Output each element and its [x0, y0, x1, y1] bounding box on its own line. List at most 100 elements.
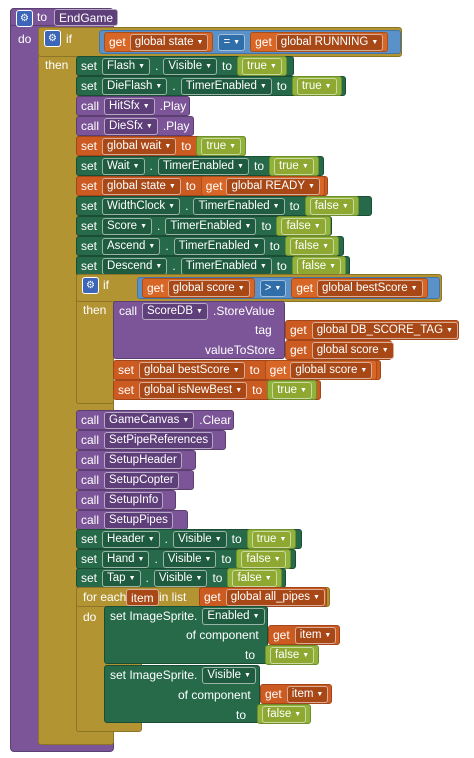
property-dropdown[interactable]: Visible ▼ [153, 569, 208, 587]
boolean-dropdown[interactable]: true ▼ [251, 530, 292, 548]
var-dropdown[interactable]: global RUNNING ▼ [275, 33, 384, 51]
property-dropdown[interactable]: TimerEnabled ▼ [173, 237, 265, 255]
set-ascend-timer[interactable]: set Ascend ▼ . TimerEnabled ▼ to false ▼ [76, 236, 344, 256]
set-flash-visible[interactable]: set Flash ▼ . Visible ▼ to true ▼ [76, 56, 294, 76]
call-setpipereferences[interactable]: call SetPipeReferences [76, 430, 226, 450]
component-dropdown[interactable]: HitSfx ▼ [104, 97, 155, 115]
boolean-dropdown[interactable]: false ▼ [296, 257, 342, 275]
get-all-pipes[interactable]: get global all_pipes ▼ [199, 587, 327, 607]
boolean-block[interactable]: true ▼ [269, 156, 319, 176]
get-running-block[interactable]: get global RUNNING ▼ [250, 32, 389, 52]
procedure-dropdown[interactable]: SetPipeReferences [104, 431, 214, 449]
var-dropdown[interactable]: global bestScore ▼ [316, 279, 423, 297]
var-dropdown[interactable]: global DB_SCORE_TAG ▼ [311, 321, 458, 339]
property-dropdown[interactable]: Visible ▼ [173, 530, 227, 548]
compare-greater-block[interactable]: get global score ▼ > ▼ get global bestScore ▼ [137, 277, 440, 299]
boolean-dropdown[interactable]: false ▼ [232, 569, 277, 587]
set-global-bestscore[interactable]: set global bestScore ▼ to get global score… [113, 360, 381, 380]
set-hand-visible[interactable]: set Hand ▼ . Visible ▼ to false ▼ [76, 549, 296, 569]
boolean-block[interactable]: false ▼ [227, 568, 282, 588]
boolean-dropdown[interactable]: true ▼ [272, 381, 312, 399]
set-global-wait[interactable]: set global wait ▼ to true ▼ [76, 136, 247, 156]
operator-dropdown[interactable]: > ▼ [259, 279, 287, 297]
var-dropdown[interactable]: global bestScore ▼ [139, 361, 245, 379]
boolean-dropdown[interactable]: false ▼ [270, 646, 315, 664]
boolean-socket[interactable]: false ▼ [265, 645, 320, 665]
call-setupheader[interactable]: call SetupHeader [76, 450, 196, 470]
set-wait-timer[interactable]: set Wait ▼ . TimerEnabled ▼ to true ▼ [76, 156, 324, 176]
get-item-block[interactable]: get item ▼ [268, 625, 340, 645]
boolean-block[interactable]: false ▼ [257, 704, 313, 724]
set-score-timer[interactable]: set Score ▼ . TimerEnabled ▼ to false ▼ [76, 216, 332, 236]
set-widthclock-timer[interactable]: set WidthClock ▼ . TimerEnabled ▼ to false… [76, 196, 372, 216]
var-dropdown[interactable]: global score ▼ [311, 341, 394, 359]
component-dropdown[interactable]: DieSfx ▼ [104, 117, 158, 135]
var-dropdown[interactable]: global wait ▼ [102, 137, 177, 155]
boolean-block[interactable]: true ▼ [291, 76, 342, 96]
set-dieflash-timer[interactable]: set DieFlash ▼ . TimerEnabled ▼ to true ▼ [76, 76, 346, 96]
call-setupcopter[interactable]: call SetupCopter [76, 470, 194, 490]
var-dropdown[interactable]: global all_pipes ▼ [225, 588, 325, 606]
if-outer-gear-icon[interactable]: ⚙ [44, 30, 61, 47]
boolean-block[interactable]: false ▼ [284, 236, 340, 256]
set-global-isnewbest[interactable]: set global isNewBest ▼ to true ▼ [113, 380, 321, 400]
set-header-visible[interactable]: set Header ▼ . Visible ▼ to true ▼ [76, 529, 302, 549]
get-global-score[interactable]: get global score ▼ [285, 340, 394, 360]
get-bestscore-block[interactable]: get global bestScore ▼ [291, 278, 428, 298]
operator-dropdown[interactable]: = ▼ [218, 33, 246, 51]
boolean-block[interactable]: true ▼ [237, 56, 287, 76]
var-dropdown[interactable]: global state ▼ [102, 177, 181, 195]
component-dropdown[interactable]: Ascend ▼ [102, 237, 161, 255]
procedure-dropdown[interactable]: SetupHeader [104, 451, 182, 469]
call-scoredb-storevalue[interactable] [113, 301, 285, 359]
set-descend-timer[interactable]: set Descend ▼ . TimerEnabled ▼ to false ▼ [76, 256, 350, 276]
component-dropdown[interactable]: Flash ▼ [102, 57, 151, 75]
get-state-block[interactable]: get global state ▼ [104, 32, 214, 52]
property-dropdown[interactable]: TimerEnabled ▼ [193, 197, 285, 215]
boolean-block[interactable]: false ▼ [276, 216, 331, 236]
call-setuppipes[interactable]: call SetupPipes [76, 510, 188, 530]
component-dropdown[interactable]: WidthClock ▼ [102, 197, 181, 215]
boolean-dropdown[interactable]: true ▼ [274, 157, 314, 175]
get-item-block[interactable]: get item ▼ [260, 684, 332, 704]
boolean-dropdown[interactable]: false ▼ [309, 197, 354, 215]
get-score-block[interactable]: get global score ▼ [264, 360, 378, 380]
property-dropdown[interactable]: TimerEnabled ▼ [180, 257, 272, 275]
procedure-dropdown[interactable]: SetupPipes [104, 511, 173, 529]
boolean-block[interactable]: false ▼ [291, 256, 347, 276]
boolean-socket[interactable]: false ▼ [257, 704, 312, 724]
boolean-block[interactable]: false ▼ [265, 645, 321, 665]
property-dropdown[interactable]: TimerEnabled ▼ [180, 77, 272, 95]
procedure-dropdown[interactable]: SetupInfo [104, 491, 164, 509]
var-dropdown[interactable]: global score ▼ [167, 279, 250, 297]
var-dropdown[interactable]: item ▼ [286, 685, 329, 703]
property-dropdown[interactable]: Visible ▼ [163, 57, 218, 75]
component-dropdown[interactable]: Wait ▼ [102, 157, 145, 175]
var-dropdown[interactable]: item ▼ [294, 626, 337, 644]
get-db-score-tag[interactable]: get global DB_SCORE_TAG ▼ [285, 320, 459, 340]
procedure-dropdown[interactable]: SetupCopter [104, 471, 179, 489]
property-dropdown[interactable]: Enabled ▼ [202, 607, 265, 625]
var-dropdown[interactable]: global score ▼ [290, 361, 373, 379]
component-dropdown[interactable]: Hand ▼ [102, 550, 150, 568]
property-dropdown[interactable]: Visible ▼ [162, 550, 217, 568]
var-dropdown[interactable]: global isNewBest ▼ [139, 381, 248, 399]
set-tap-visible[interactable]: set Tap ▼ . Visible ▼ to false ▼ [76, 568, 286, 588]
get-score-block[interactable]: get global score ▼ [142, 278, 255, 298]
boolean-block[interactable]: true ▼ [246, 529, 297, 549]
boolean-dropdown[interactable]: false ▼ [241, 550, 286, 568]
loop-variable-field[interactable]: item [126, 589, 159, 606]
var-dropdown[interactable]: global READY ▼ [226, 177, 320, 195]
boolean-block[interactable]: false ▼ [236, 549, 291, 569]
call-setupinfo[interactable]: call SetupInfo [76, 490, 176, 510]
call-gamecanvas-clear[interactable]: call GameCanvas ▼ .Clear [76, 410, 234, 430]
component-dropdown[interactable]: DieFlash ▼ [102, 77, 168, 95]
call-diesfx-play[interactable]: call DieSfx ▼ .Play [76, 116, 194, 136]
if-inner-gear-icon[interactable]: ⚙ [82, 277, 99, 294]
boolean-dropdown[interactable]: true ▼ [201, 137, 242, 155]
component-dropdown[interactable]: Descend ▼ [102, 257, 168, 275]
compare-equal-block[interactable]: get global state ▼ = ▼ get global RUNNING ▼ [99, 30, 401, 54]
call-hitsfx-play[interactable]: call HitSfx ▼ .Play [76, 96, 190, 116]
procedure-gear-icon[interactable]: ⚙ [16, 10, 33, 27]
component-dropdown[interactable]: Header ▼ [102, 530, 160, 548]
